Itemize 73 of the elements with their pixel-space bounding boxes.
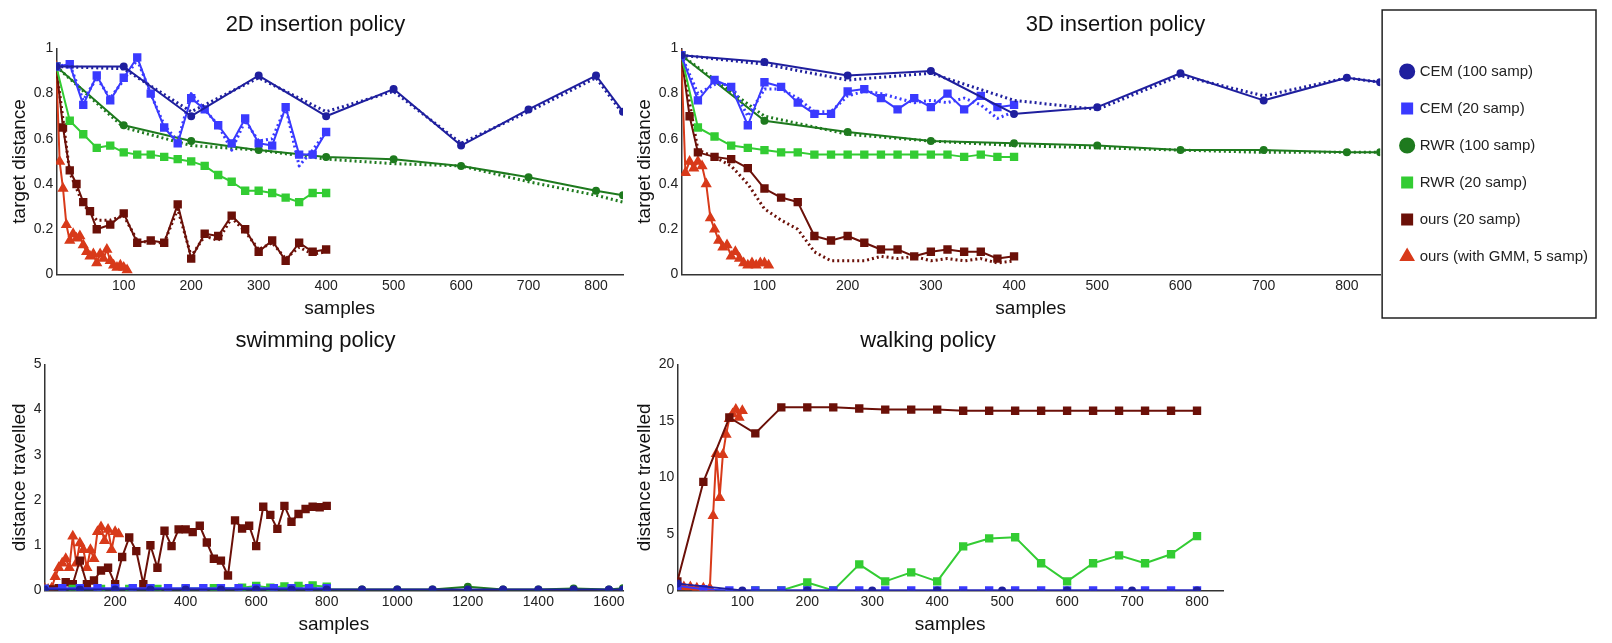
x-tick-label: 400	[1002, 276, 1026, 293]
x-tick-label: 800	[315, 592, 339, 609]
y-tick-label: 0.2	[658, 220, 679, 237]
x-axis-title: samples	[914, 612, 986, 634]
y-tick-label: 1	[45, 39, 54, 56]
y-tick-label: 0	[33, 581, 42, 598]
x-tick-label: 700	[1120, 592, 1144, 609]
y-tick-label: 1	[670, 39, 679, 56]
legend-label: CEM (20 samp)	[1419, 98, 1525, 116]
y-tick-label: 0.4	[33, 174, 54, 191]
x-tick-label: 600	[1055, 592, 1079, 609]
x-axis-title: samples	[304, 296, 376, 318]
x-tick-label: 100	[752, 276, 777, 293]
y-axis-title: target distance	[632, 99, 654, 224]
y-tick-label: 20	[658, 355, 675, 372]
x-tick-label: 600	[449, 276, 473, 293]
y-tick-label: 15	[658, 411, 675, 428]
legend-label: RWR (100 samp)	[1419, 135, 1536, 153]
x-tick-label: 500	[1085, 276, 1110, 293]
y-tick-label: 0.6	[33, 129, 54, 146]
y-tick-label: 1	[33, 536, 42, 553]
y-tick-label: 10	[658, 468, 675, 485]
x-tick-label: 200	[179, 276, 204, 293]
x-tick-label: 400	[314, 276, 339, 293]
y-tick-label: 0.8	[33, 84, 54, 101]
x-tick-label: 200	[103, 592, 128, 609]
x-tick-label: 500	[990, 592, 1015, 609]
x-tick-label: 600	[1168, 276, 1193, 293]
y-tick-label: 0.8	[658, 84, 679, 101]
legend-label: RWR (20 samp)	[1419, 172, 1527, 190]
x-tick-label: 500	[381, 276, 406, 293]
x-tick-label: 800	[584, 276, 608, 293]
x-tick-label: 300	[860, 592, 885, 609]
x-tick-label: 800	[1185, 592, 1209, 609]
y-tick-label: 5	[666, 524, 675, 541]
x-tick-label: 1000	[381, 592, 414, 609]
y-tick-label: 0	[666, 581, 675, 598]
x-tick-label: 1600	[593, 592, 625, 609]
y-tick-label: 2	[33, 490, 42, 507]
x-tick-label: 400	[173, 592, 198, 609]
x-tick-label: 100	[112, 276, 136, 293]
x-tick-label: 1200	[452, 592, 484, 609]
x-tick-label: 700	[1251, 276, 1276, 293]
x-tick-label: 200	[795, 592, 820, 609]
chart-title: swimming policy	[235, 327, 396, 353]
y-axis-title: distance travelled	[632, 403, 654, 552]
y-tick-label: 0.2	[33, 220, 54, 237]
x-tick-label: 1400	[522, 592, 555, 609]
x-tick-label: 300	[246, 276, 271, 293]
legend-label: CEM (100 samp)	[1419, 61, 1534, 79]
y-tick-label: 5	[33, 355, 42, 372]
x-tick-label: 700	[516, 276, 541, 293]
y-tick-label: 3	[33, 445, 42, 462]
y-tick-label: 0.6	[658, 129, 679, 146]
y-tick-label: 0.4	[658, 174, 679, 191]
legend-label: ours (20 samp)	[1419, 209, 1521, 227]
y-tick-label: 0	[45, 265, 54, 282]
x-axis-title: samples	[298, 612, 370, 634]
y-tick-label: 4	[33, 400, 42, 417]
x-tick-label: 100	[730, 592, 755, 609]
x-tick-label: 800	[1335, 276, 1359, 293]
y-axis-title: distance travelled	[7, 403, 29, 552]
legend-label: ours (with GMM, 5 samp)	[1419, 246, 1589, 264]
x-tick-label: 600	[244, 592, 269, 609]
y-tick-label: 0	[670, 265, 679, 282]
x-tick-label: 400	[925, 592, 950, 609]
chart-title: 3D insertion policy	[1025, 11, 1206, 37]
y-axis-title: target distance	[7, 99, 29, 224]
chart-title: walking policy	[859, 327, 996, 353]
x-tick-label: 200	[835, 276, 860, 293]
x-axis-title: samples	[995, 296, 1067, 318]
chart-title: 2D insertion policy	[225, 11, 406, 37]
x-tick-label: 300	[919, 276, 943, 293]
